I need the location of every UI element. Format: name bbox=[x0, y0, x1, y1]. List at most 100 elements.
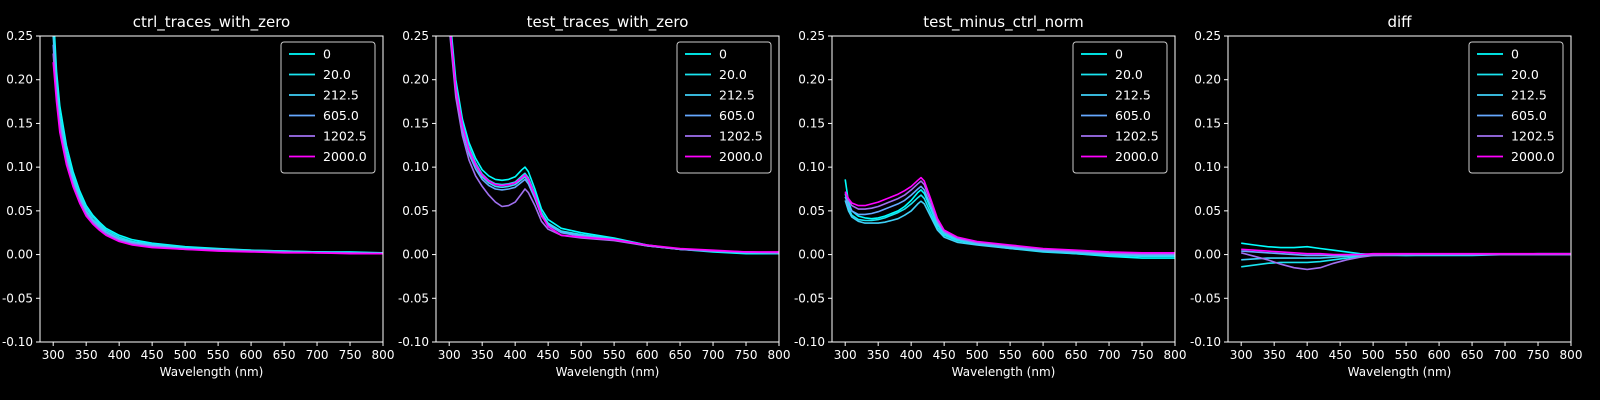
x-tick-label: 500 bbox=[570, 348, 593, 362]
legend-entry: 212.5 bbox=[1511, 88, 1547, 103]
y-tick-label: 0.00 bbox=[402, 248, 429, 262]
y-tick-label: 0.00 bbox=[1194, 248, 1221, 262]
legend-entry: 20.0 bbox=[719, 67, 747, 82]
x-tick-label: 750 bbox=[1527, 348, 1550, 362]
legend-entry: 0 bbox=[1115, 47, 1123, 62]
x-tick-label: 750 bbox=[1131, 348, 1154, 362]
y-tick-label: 0.10 bbox=[798, 160, 825, 174]
legend-entry: 20.0 bbox=[323, 67, 351, 82]
legend-entry: 2000.0 bbox=[1511, 149, 1555, 164]
legend: 0 20.0 212.5 605.0 1202.5 2000.0 bbox=[280, 41, 376, 174]
x-tick-label: 650 bbox=[1065, 348, 1088, 362]
y-tick-label: 0.15 bbox=[1194, 116, 1221, 130]
x-tick-label: 500 bbox=[1362, 348, 1385, 362]
x-tick-label: 300 bbox=[438, 348, 461, 362]
series-group bbox=[844, 176, 1175, 259]
x-tick-label: 450 bbox=[537, 348, 560, 362]
x-tick-label: 650 bbox=[1461, 348, 1484, 362]
x-tick-label: 350 bbox=[75, 348, 98, 362]
x-tick-label: 800 bbox=[372, 348, 395, 362]
legend-entry: 605.0 bbox=[1115, 108, 1151, 123]
series-line-2000.0 bbox=[450, 36, 779, 253]
chart-panel-2: test_traces_with_zero 300 350 400 450 500 550 6… bbox=[398, 13, 791, 379]
x-tick-label: 500 bbox=[966, 348, 989, 362]
x-tick-label: 600 bbox=[240, 348, 263, 362]
x-tick-label: 400 bbox=[900, 348, 923, 362]
series-line-2000.0 bbox=[844, 176, 1175, 254]
x-tick-label: 550 bbox=[603, 348, 626, 362]
x-axis-label: Wavelength (nm) bbox=[1348, 365, 1452, 379]
y-tick-label: 0.20 bbox=[1194, 73, 1221, 87]
x-tick-label: 300 bbox=[1230, 348, 1253, 362]
y-tick-label: -0.05 bbox=[398, 291, 429, 305]
x-tick-label: 450 bbox=[1329, 348, 1352, 362]
y-tick-label: 0.25 bbox=[6, 29, 33, 43]
legend: 0 20.0 212.5 605.0 1202.5 2000.0 bbox=[1072, 41, 1168, 174]
y-tick-label: 0.20 bbox=[402, 73, 429, 87]
y-tick-label: -0.10 bbox=[794, 335, 825, 349]
x-tick-label: 300 bbox=[834, 348, 857, 362]
legend-entry: 20.0 bbox=[1511, 67, 1539, 82]
series-line-212.5 bbox=[844, 200, 1175, 257]
x-tick-label: 800 bbox=[1164, 348, 1187, 362]
chart-title: ctrl_traces_with_zero bbox=[133, 13, 290, 32]
y-tick-label: 0.10 bbox=[1194, 160, 1221, 174]
y-tick-label: 0.05 bbox=[798, 204, 825, 218]
series-group bbox=[1240, 242, 1571, 271]
axes-frame bbox=[1227, 35, 1572, 343]
legend-entry: 605.0 bbox=[1511, 108, 1547, 123]
legend-entry: 212.5 bbox=[719, 88, 755, 103]
x-tick-label: 700 bbox=[1494, 348, 1517, 362]
x-tick-label: 800 bbox=[1560, 348, 1583, 362]
y-tick-label: 0.05 bbox=[402, 204, 429, 218]
y-tick-label: 0.10 bbox=[402, 160, 429, 174]
y-tick-label: -0.10 bbox=[2, 335, 33, 349]
y-tick-label: 0.15 bbox=[402, 116, 429, 130]
legend: 0 20.0 212.5 605.0 1202.5 2000.0 bbox=[676, 41, 772, 174]
legend-entry: 212.5 bbox=[1115, 88, 1151, 103]
x-axis-label: Wavelength (nm) bbox=[160, 365, 264, 379]
x-tick-label: 650 bbox=[669, 348, 692, 362]
axes-frame bbox=[39, 35, 384, 343]
x-tick-label: 750 bbox=[735, 348, 758, 362]
legend-entry: 1202.5 bbox=[1511, 129, 1555, 144]
chart-title: test_traces_with_zero bbox=[527, 13, 689, 32]
x-tick-label: 350 bbox=[471, 348, 494, 362]
legend-entry: 212.5 bbox=[323, 88, 359, 103]
series-line-2000.0 bbox=[52, 62, 383, 255]
series-group bbox=[449, 36, 779, 255]
x-tick-label: 700 bbox=[306, 348, 329, 362]
legend-entry: 1202.5 bbox=[719, 129, 763, 144]
x-tick-label: 450 bbox=[933, 348, 956, 362]
legend-entry: 2000.0 bbox=[1115, 149, 1159, 164]
legend-entry: 1202.5 bbox=[323, 129, 367, 144]
x-tick-label: 600 bbox=[1428, 348, 1451, 362]
legend-entry: 0 bbox=[323, 47, 331, 62]
legend-entry: 2000.0 bbox=[719, 149, 763, 164]
x-tick-label: 650 bbox=[273, 348, 296, 362]
x-tick-label: 400 bbox=[504, 348, 527, 362]
y-tick-label: 0.15 bbox=[798, 116, 825, 130]
legend-entry: 2000.0 bbox=[323, 149, 367, 164]
y-tick-label: 0.05 bbox=[6, 204, 33, 218]
legend-entry: 20.0 bbox=[1115, 67, 1143, 82]
y-tick-label: 0.25 bbox=[1194, 29, 1221, 43]
x-tick-label: 400 bbox=[1296, 348, 1319, 362]
x-tick-label: 350 bbox=[1263, 348, 1286, 362]
y-tick-label: -0.10 bbox=[398, 335, 429, 349]
x-tick-label: 800 bbox=[768, 348, 791, 362]
axes-frame bbox=[831, 35, 1176, 343]
legend-entry: 605.0 bbox=[323, 108, 359, 123]
y-tick-label: 0.20 bbox=[6, 73, 33, 87]
y-tick-label: -0.05 bbox=[794, 291, 825, 305]
chart-title: test_minus_ctrl_norm bbox=[923, 13, 1084, 32]
y-tick-label: 0.25 bbox=[402, 29, 429, 43]
chart-panel-4: diff 300 350 400 450 500 550 600 650 700 750 800 -0.… bbox=[1190, 13, 1583, 379]
chart-panel-3: test_minus_ctrl_norm 300 350 400 450 500 550 60… bbox=[794, 13, 1187, 379]
series-line-20.0 bbox=[52, 36, 383, 254]
x-tick-label: 700 bbox=[1098, 348, 1121, 362]
x-tick-label: 750 bbox=[339, 348, 362, 362]
x-tick-label: 500 bbox=[174, 348, 197, 362]
y-tick-label: 0.00 bbox=[6, 248, 33, 262]
